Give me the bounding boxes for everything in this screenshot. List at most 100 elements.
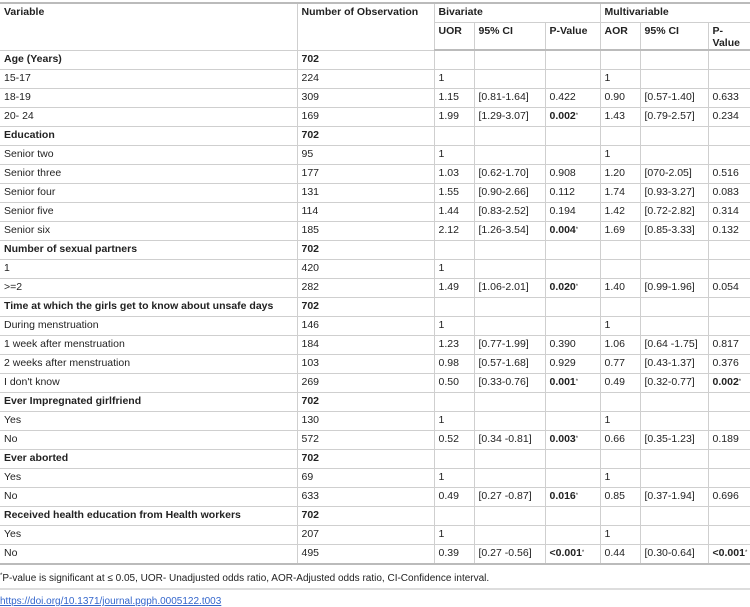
doi-link[interactable]: https://doi.org/10.1371/journal.pgph.000… [0,596,222,607]
cell-value: 1 [604,319,611,331]
cell-p-bivariate [544,525,601,545]
significance-marker: * [575,436,579,442]
cell-ci-bivariate [473,49,546,70]
cell-value: [0.62-1.70] [478,167,529,179]
cell-value: 0.376 [712,357,739,369]
cell-value: [1.26-3.54] [478,224,529,236]
section-row: Ever aborted 702 [0,449,750,469]
cell-p-bivariate: 0.004* [544,221,601,241]
cell-observations: 702 [296,49,435,70]
cell-value: 269 [301,376,320,388]
cell-value: I don't know [4,376,60,388]
cell-ci-bivariate: [0.62-1.70] [473,164,546,184]
cell-value: 572 [301,433,320,445]
cell-p-multivariable: 0.516 [707,164,750,184]
cell-variable: Senior five [0,202,298,222]
cell-value: No [4,433,18,445]
cell-variable: Ever Impregnated girlfriend [0,392,298,412]
cell-value: 1 [4,262,10,274]
cell-value: 0.132 [712,224,739,236]
cell-aor: 1 [599,468,641,488]
cell-value: 0.189 [712,433,739,445]
cell-uor: 0.98 [433,354,475,374]
cell-value: 69 [301,471,314,483]
cell-value: 0.44 [604,547,625,559]
cell-observations: 184 [296,335,435,355]
header-ci-bivariate: 95% CI [473,22,546,51]
cell-value: 633 [301,490,320,502]
header-ci-multivariable: 95% CI [639,22,709,51]
cell-aor: 1 [599,316,641,336]
cell-value: 495 [301,547,320,559]
cell-ci-bivariate [473,240,546,260]
cell-value: 0.98 [438,357,459,369]
cell-value: Number of sexual partners [4,243,138,255]
cell-ci-multivariable [639,297,709,317]
cell-ci-bivariate: [0.33-0.76] [473,373,546,393]
cell-observations: 572 [296,430,435,450]
cell-aor: 0.66 [599,430,641,450]
section-row: Received health education from Health wo… [0,506,750,526]
cell-value: 1 [438,471,445,483]
cell-p-bivariate [544,449,601,469]
cell-value: No [4,547,18,559]
cell-p-multivariable [707,392,750,412]
cell-p-multivariable: 0.189 [707,430,750,450]
cell-aor: 1.20 [599,164,641,184]
cell-value: [0.83-2.52] [478,205,529,217]
header-uor: UOR [434,22,475,51]
cell-p-multivariable [707,411,750,431]
table-row: Senior three 177 1.03 [0.62-1.70] 0.908 1.20 [… [0,164,750,184]
header-aor: AOR [599,22,641,51]
table-row: Senior four 131 1.55 [0.90-2.66] 0.112 1.74 [0… [0,183,750,203]
cell-value: Senior six [4,224,51,236]
significance-marker: * [575,227,579,233]
cell-value: 0.016 [549,490,576,502]
header-p-bivariate: P-Value [544,22,601,51]
cell-ci-multivariable [639,468,709,488]
cell-uor [433,126,475,146]
cell-p-bivariate [544,69,601,89]
cell-value: 0.49 [438,490,459,502]
cell-ci-bivariate [473,525,546,545]
cell-observations: 702 [296,506,435,526]
cell-observations: 702 [296,392,435,412]
significance-marker: * [0,573,3,579]
cell-observations: 224 [296,69,435,89]
cell-p-multivariable [707,240,750,260]
cell-ci-bivariate [473,506,546,526]
cell-variable: Time at which the girls get to know abou… [0,297,298,317]
cell-uor [433,506,475,526]
cell-observations: 420 [296,259,435,279]
cell-value: 1.03 [438,167,459,179]
cell-variable: Education [0,126,298,146]
cell-ci-bivariate [473,145,546,165]
cell-value: 1.20 [604,167,625,179]
cell-ci-bivariate: [0.27 -0.56] [473,544,546,565]
cell-ci-bivariate: [0.57-1.68] [473,354,546,374]
cell-p-multivariable: 0.083 [707,183,750,203]
cell-value: 0.004 [549,224,576,236]
cell-observations: 114 [296,202,435,222]
cell-ci-bivariate: [0.34 -0.81] [473,430,546,450]
cell-p-multivariable [707,297,750,317]
significance-marker: * [575,284,579,290]
cell-aor: 0.85 [599,487,641,507]
cell-value: [0.57-1.40] [644,91,695,103]
cell-uor [433,392,475,412]
significance-marker: * [575,379,579,385]
cell-value: 0.002 [712,376,739,388]
table-row: During menstruation 146 1 1 [0,316,750,336]
cell-aor [599,259,641,279]
cell-observations: 282 [296,278,435,298]
cell-p-multivariable: 0.234 [707,107,750,127]
cell-value: 1.55 [438,186,459,198]
cell-value: [0.90-2.66] [478,186,529,198]
cell-value: Senior five [4,205,54,217]
cell-aor: 0.44 [599,544,641,565]
table-row: No 572 0.52 [0.34 -0.81] 0.003* 0.66 [0.35-1.2… [0,430,750,450]
table-row: 20- 24 169 1.99 [1.29-3.07] 0.002* 1.43 [0.79-… [0,107,750,127]
cell-value: 0.908 [549,167,576,179]
cell-value: 0.85 [604,490,625,502]
cell-value: [0.27 -0.56] [478,547,532,559]
